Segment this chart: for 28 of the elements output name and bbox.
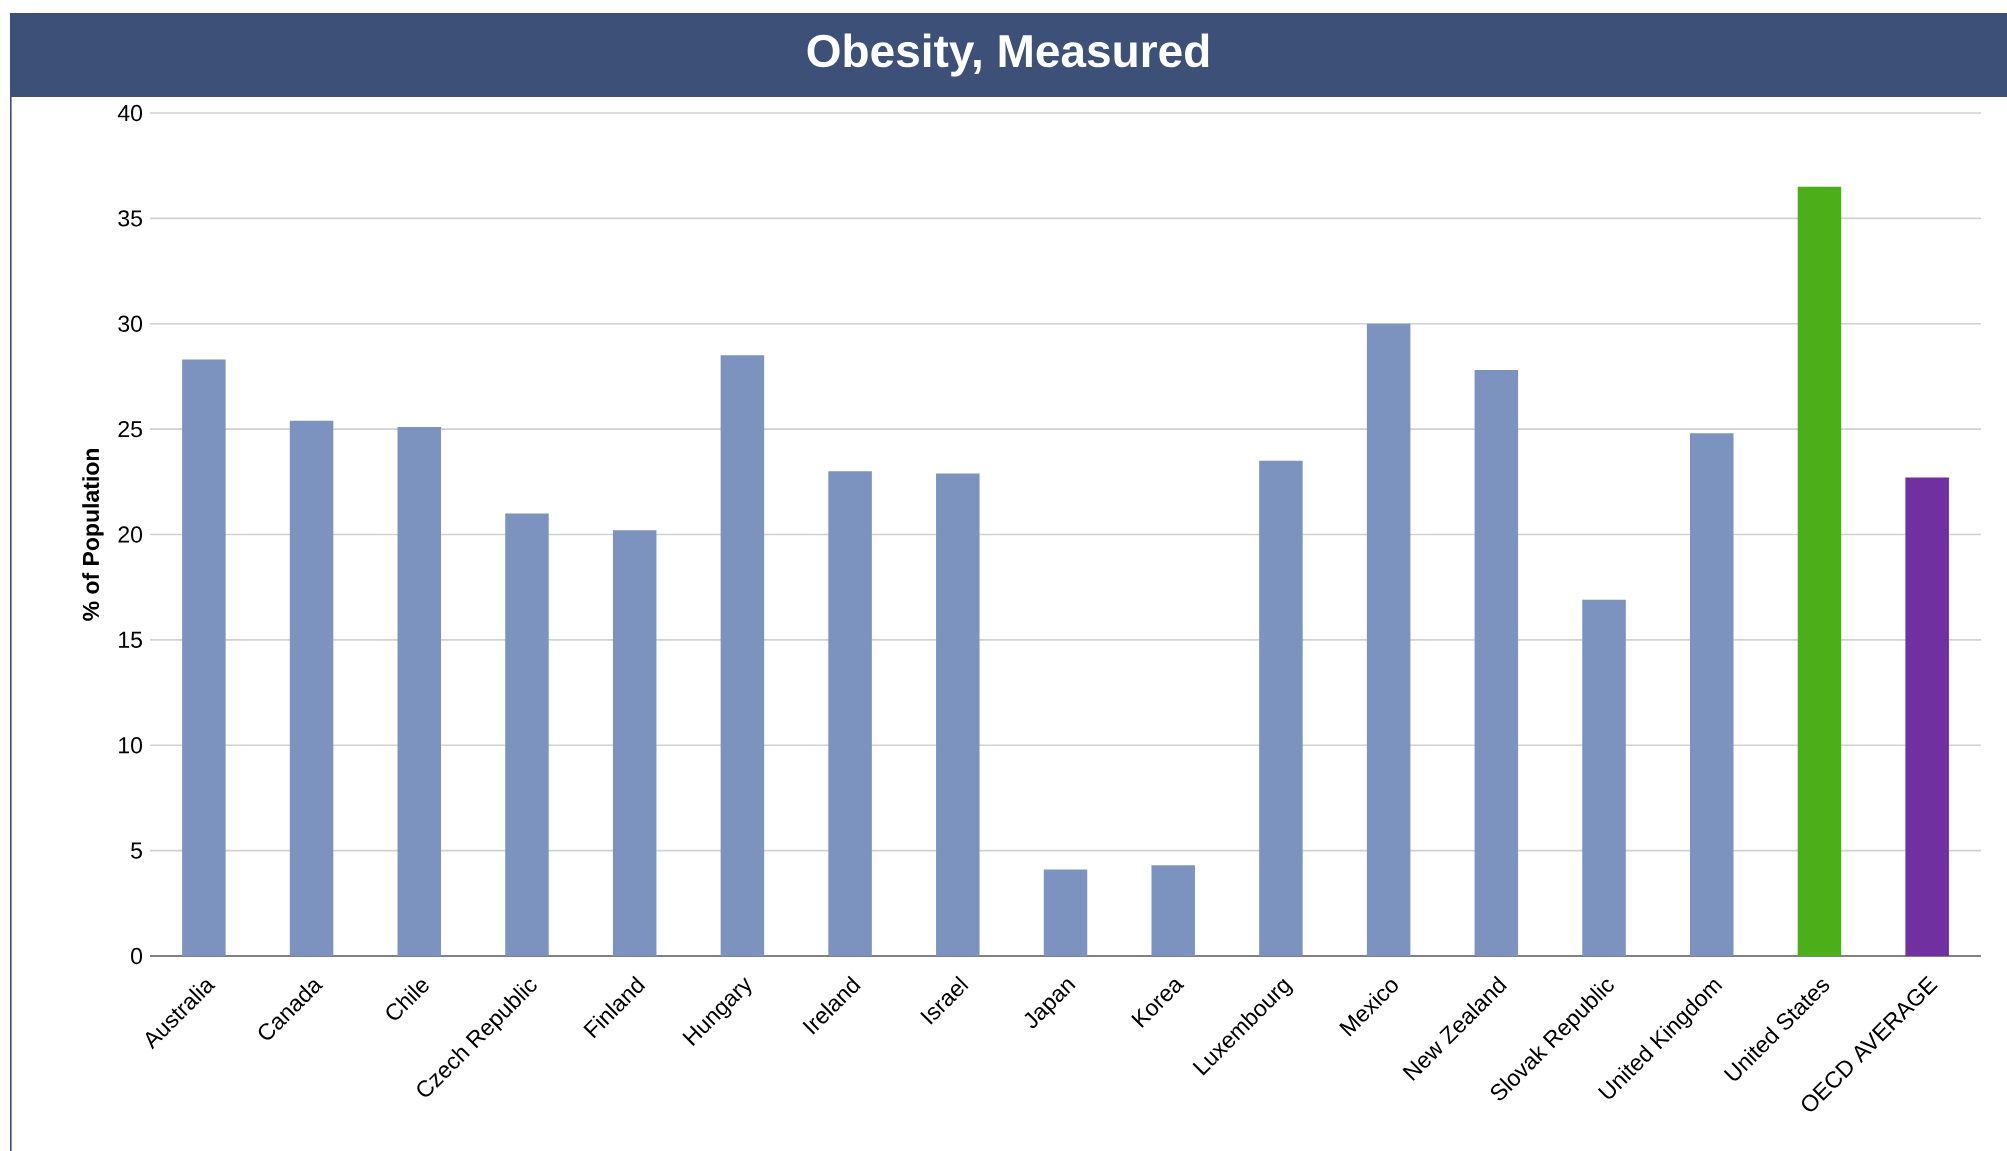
bar bbox=[720, 355, 765, 956]
bar bbox=[1474, 370, 1519, 956]
bar bbox=[397, 427, 442, 956]
y-tick-label: 20 bbox=[118, 526, 143, 543]
y-tick-label: 25 bbox=[118, 420, 142, 438]
y-tick-label: 30 bbox=[118, 315, 143, 332]
bar bbox=[1366, 323, 1411, 956]
y-tick-label: 35 bbox=[118, 210, 142, 227]
bar bbox=[1151, 865, 1195, 956]
y-axis-title: % of Population bbox=[82, 449, 104, 621]
bar bbox=[289, 420, 334, 956]
bar bbox=[828, 471, 872, 956]
bar bbox=[1043, 869, 1088, 956]
bar bbox=[1905, 477, 1949, 956]
bar bbox=[1582, 599, 1626, 956]
bar bbox=[1797, 186, 1842, 956]
y-tick-label: 5 bbox=[131, 842, 142, 859]
chart-title: Obesity, Measured bbox=[807, 33, 1209, 77]
bar bbox=[1690, 433, 1734, 956]
bar bbox=[505, 513, 549, 956]
bar bbox=[1259, 460, 1303, 956]
bar bbox=[936, 473, 980, 956]
bar bbox=[612, 530, 657, 956]
y-tick-label: 40 bbox=[117, 104, 143, 122]
y-tick-label: 10 bbox=[119, 737, 143, 754]
y-tick-label: 15 bbox=[119, 631, 142, 648]
bar bbox=[182, 359, 226, 956]
y-tick-label: 0 bbox=[131, 947, 143, 965]
